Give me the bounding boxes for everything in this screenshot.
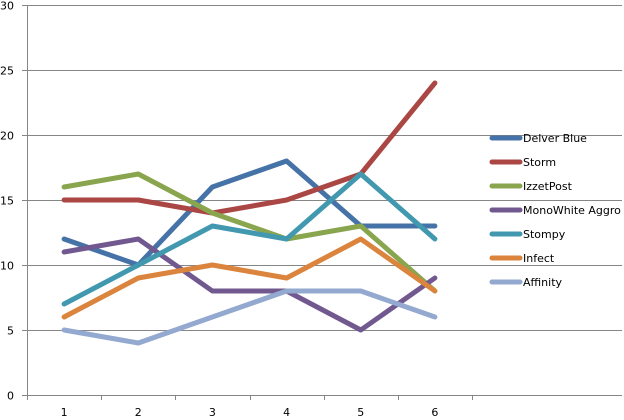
- series-line-infect: [61, 236, 438, 320]
- legend-item: Infect: [489, 252, 555, 265]
- x-tick-label: 5: [357, 406, 364, 419]
- legend-label: Delver Blue: [523, 132, 587, 145]
- legend-label: Affinity: [523, 276, 563, 289]
- legend-item: Storm: [489, 156, 556, 169]
- x-tick-label: 2: [135, 406, 142, 419]
- series-line-affinity: [61, 288, 438, 346]
- series-line-monowhite-aggro: [61, 236, 438, 333]
- legend-label: Storm: [523, 156, 556, 169]
- x-tick-label: 4: [283, 406, 290, 419]
- series-line-delver-blue: [61, 158, 438, 268]
- y-axis-tick-labels: 0 5 10 15 20 25 30: [0, 0, 14, 403]
- legend-item: Stompy: [489, 228, 566, 241]
- y-tick-label: 25: [0, 65, 14, 78]
- y-tick-label: 10: [0, 260, 14, 273]
- series-line-stompy: [61, 171, 438, 307]
- legend: Delver Blue Storm IzzetPost MonoWhite Aggro…: [489, 132, 621, 289]
- legend-item: Affinity: [489, 276, 563, 289]
- x-tick-label: 3: [209, 406, 216, 419]
- x-tick-label: 1: [61, 406, 68, 419]
- x-axis-tick-labels: 1 2 3 4 5 6: [61, 406, 439, 419]
- x-tick-label: 6: [431, 406, 438, 419]
- legend-item: IzzetPost: [489, 180, 573, 193]
- legend-item: MonoWhite Aggro: [489, 204, 621, 217]
- y-tick-label: 30: [0, 0, 14, 13]
- series-line-storm: [61, 80, 438, 216]
- y-tick-label: 0: [7, 390, 14, 403]
- legend-item: Delver Blue: [489, 132, 587, 145]
- series-lines: [61, 80, 438, 346]
- y-tick-label: 5: [7, 325, 14, 338]
- series-line-izzetpost: [61, 171, 438, 294]
- y-tick-label: 20: [0, 130, 14, 143]
- legend-label: MonoWhite Aggro: [523, 204, 621, 217]
- legend-label: IzzetPost: [523, 180, 573, 193]
- y-tick-label: 15: [0, 195, 14, 208]
- axes: [22, 5, 622, 400]
- legend-label: Infect: [523, 252, 555, 265]
- legend-label: Stompy: [523, 228, 566, 241]
